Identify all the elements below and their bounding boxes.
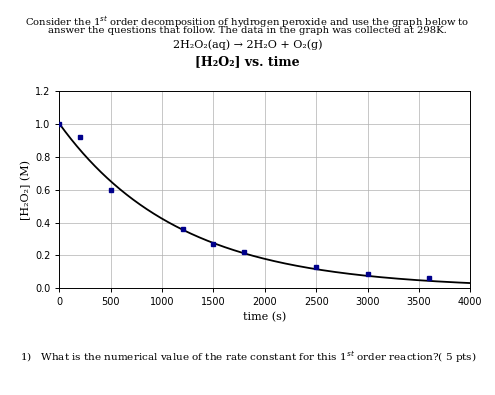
Text: 2H₂O₂(aq) → 2H₂O + O₂(g): 2H₂O₂(aq) → 2H₂O + O₂(g) (173, 40, 322, 50)
Y-axis label: [H₂O₂] (M): [H₂O₂] (M) (20, 160, 31, 220)
Text: Consider the 1$^{st}$ order decomposition of hydrogen peroxide and use the graph: Consider the 1$^{st}$ order decompositio… (25, 14, 470, 30)
Text: answer the questions that follow. The data in the graph was collected at 298K.: answer the questions that follow. The da… (48, 26, 447, 35)
Text: [H₂O₂] vs. time: [H₂O₂] vs. time (195, 55, 300, 68)
X-axis label: time (s): time (s) (243, 312, 287, 322)
Text: 1)   What is the numerical value of the rate constant for this 1$^{st}$ order re: 1) What is the numerical value of the ra… (20, 350, 476, 365)
